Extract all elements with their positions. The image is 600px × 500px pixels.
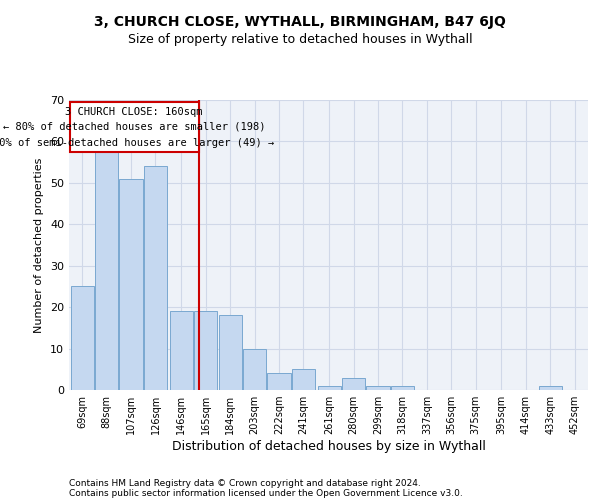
Bar [194, 312, 217, 390]
Text: ← 80% of detached houses are smaller (198): ← 80% of detached houses are smaller (19… [3, 122, 265, 132]
Bar [539, 386, 562, 390]
Bar [342, 378, 365, 390]
Bar [218, 316, 242, 390]
Bar [317, 386, 341, 390]
Text: 3, CHURCH CLOSE, WYTHALL, BIRMINGHAM, B47 6JQ: 3, CHURCH CLOSE, WYTHALL, BIRMINGHAM, B4… [94, 15, 506, 29]
Text: Size of property relative to detached houses in Wythall: Size of property relative to detached ho… [128, 32, 472, 46]
Text: 3 CHURCH CLOSE: 160sqm: 3 CHURCH CLOSE: 160sqm [65, 108, 203, 118]
Bar [119, 178, 143, 390]
Bar [95, 146, 118, 390]
Bar [268, 374, 290, 390]
Text: 20% of semi-detached houses are larger (49) →: 20% of semi-detached houses are larger (… [0, 138, 275, 148]
Bar [243, 348, 266, 390]
Bar [292, 370, 315, 390]
Bar [367, 386, 389, 390]
Text: Contains HM Land Registry data © Crown copyright and database right 2024.: Contains HM Land Registry data © Crown c… [69, 478, 421, 488]
Text: Contains public sector information licensed under the Open Government Licence v3: Contains public sector information licen… [69, 488, 463, 498]
Bar [391, 386, 414, 390]
X-axis label: Distribution of detached houses by size in Wythall: Distribution of detached houses by size … [172, 440, 485, 453]
FancyBboxPatch shape [70, 102, 199, 152]
Bar [144, 166, 167, 390]
Y-axis label: Number of detached properties: Number of detached properties [34, 158, 44, 332]
Bar [170, 312, 193, 390]
Bar [71, 286, 94, 390]
